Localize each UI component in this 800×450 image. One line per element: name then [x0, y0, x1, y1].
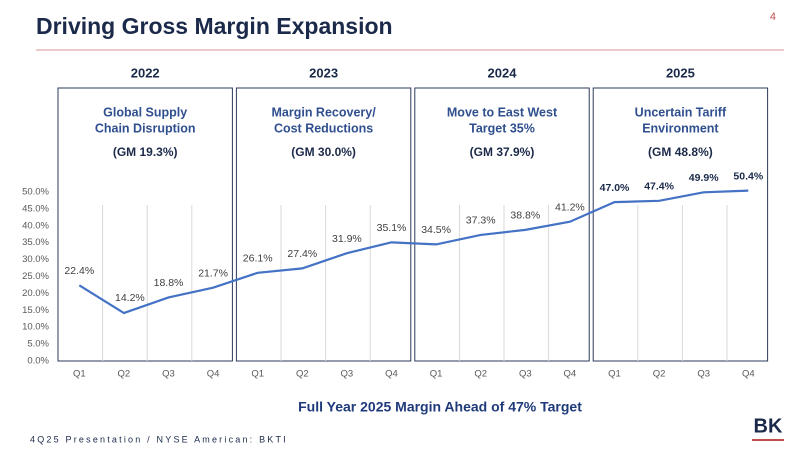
panel-year: 2023: [309, 65, 338, 80]
panel-heading: Chain Disruption: [95, 121, 196, 135]
y-tick-label: 30.0%: [22, 254, 49, 265]
value-label: 31.9%: [332, 233, 362, 245]
x-tick-label: Q2: [118, 369, 131, 380]
panel-year: 2022: [131, 65, 160, 80]
y-tick-label: 5.0%: [27, 339, 49, 350]
y-tick-label: 50.0%: [22, 187, 49, 198]
x-tick-label: Q1: [430, 369, 443, 380]
x-tick-label: Q1: [251, 369, 264, 380]
panel-year: 2025: [666, 65, 695, 80]
value-label: 41.2%: [555, 202, 585, 214]
x-tick-label: Q2: [296, 369, 309, 380]
value-label: 18.8%: [154, 277, 184, 289]
x-tick-label: Q1: [73, 369, 86, 380]
y-tick-label: 20.0%: [22, 288, 49, 299]
x-tick-label: Q2: [474, 369, 487, 380]
value-label: 49.9%: [689, 172, 719, 184]
page-number: 4: [770, 11, 776, 23]
y-tick-label: 45.0%: [22, 203, 49, 214]
y-tick-label: 0.0%: [27, 356, 49, 367]
series-line: [78, 189, 749, 315]
panel-gm: (GM 48.8%): [648, 145, 713, 159]
value-label: 35.1%: [377, 222, 407, 234]
value-label: 27.4%: [287, 248, 317, 260]
y-tick-label: 25.0%: [22, 271, 49, 282]
value-label: 22.4%: [64, 265, 94, 277]
y-tick-label: 10.0%: [22, 322, 49, 333]
panel-gm: (GM 37.9%): [470, 145, 535, 159]
panel-box: [592, 87, 769, 362]
x-tick-label: Q2: [653, 369, 666, 380]
panel-heading: Global Supply: [103, 105, 187, 119]
logo: BK: [754, 415, 783, 437]
x-tick-label: Q4: [385, 369, 398, 380]
x-tick-label: Q4: [564, 369, 577, 380]
panel-gm: (GM 19.3%): [113, 145, 178, 159]
x-tick-label: Q3: [341, 369, 354, 380]
value-label: 38.8%: [510, 210, 540, 222]
panel-heading: Move to East West: [447, 105, 558, 119]
y-tick-label: 35.0%: [22, 237, 49, 248]
x-tick-label: Q3: [697, 369, 710, 380]
value-label: 47.0%: [600, 182, 630, 194]
panel-heading: Environment: [642, 121, 719, 135]
chart-caption: Full Year 2025 Margin Ahead of 47% Targe…: [298, 399, 582, 415]
value-label: 47.4%: [644, 181, 674, 193]
x-tick-label: Q3: [162, 369, 175, 380]
y-tick-label: 15.0%: [22, 305, 49, 316]
value-label: 14.2%: [115, 292, 145, 304]
x-tick-label: Q4: [742, 369, 755, 380]
value-label: 37.3%: [466, 215, 496, 227]
value-label: 50.4%: [733, 170, 763, 182]
y-tick-label: 40.0%: [22, 220, 49, 231]
value-label: 26.1%: [243, 253, 273, 265]
panel-heading: Target 35%: [469, 121, 535, 135]
panel-heading: Cost Reductions: [274, 121, 373, 135]
panel-box: [235, 87, 412, 362]
x-tick-label: Q1: [608, 369, 621, 380]
panel-year: 2024: [488, 65, 518, 80]
panel-box: [414, 87, 590, 362]
slide-title: Driving Gross Margin Expansion: [36, 13, 393, 39]
footer-text: 4Q25 Presentation / NYSE American: BKTI: [30, 434, 288, 444]
value-label: 34.5%: [421, 224, 451, 236]
panel-box: [57, 87, 233, 362]
x-tick-label: Q3: [519, 369, 532, 380]
value-label: 21.7%: [198, 267, 228, 279]
x-tick-label: Q4: [207, 369, 220, 380]
panel-gm: (GM 30.0%): [291, 145, 356, 159]
panel-heading: Margin Recovery/: [271, 105, 376, 119]
panel-heading: Uncertain Tariff: [635, 105, 727, 119]
